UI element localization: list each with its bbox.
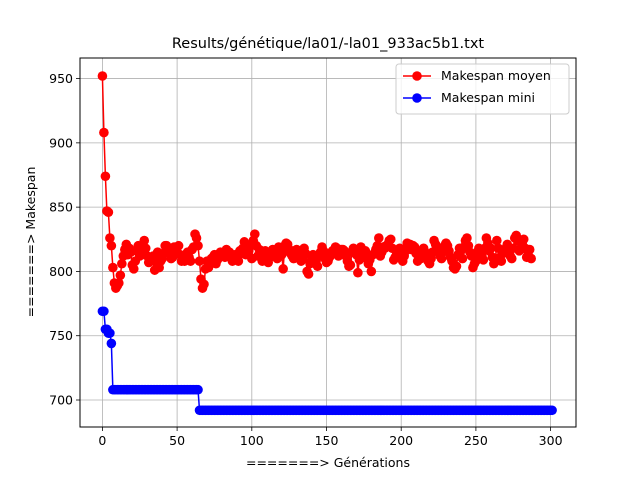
data-point [278, 264, 288, 274]
data-point [117, 258, 127, 269]
data-point [199, 279, 209, 290]
data-point [106, 240, 117, 251]
legend-label-mini: Makespan mini [441, 90, 535, 105]
data-point [99, 306, 109, 317]
data-point [385, 234, 396, 245]
data-point [185, 256, 196, 266]
data-point [496, 256, 507, 266]
data-point [366, 266, 377, 277]
data-point [193, 240, 203, 251]
data-point [303, 269, 314, 279]
data-point [312, 261, 323, 272]
data-point [300, 248, 311, 259]
y-axis-label: =======> Makespan [23, 167, 38, 318]
x-tick-label: 50 [169, 433, 185, 448]
y-tick-label: 850 [49, 200, 73, 215]
y-tick-label: 700 [49, 393, 73, 408]
data-point [100, 171, 111, 182]
data-point [457, 253, 468, 264]
data-point [114, 278, 124, 288]
data-point [276, 249, 287, 260]
data-point [547, 405, 557, 416]
data-point [526, 253, 536, 264]
series-points-0 [97, 71, 536, 293]
data-point [115, 270, 126, 281]
data-point [506, 253, 517, 264]
data-point [462, 233, 472, 243]
data-point [492, 235, 502, 246]
data-point [451, 261, 462, 272]
data-point [374, 233, 384, 243]
series-points-1 [97, 306, 557, 416]
data-point [108, 262, 118, 273]
data-point [173, 240, 184, 251]
data-point [191, 233, 202, 243]
data-point [99, 127, 109, 138]
data-point [250, 229, 260, 239]
data-point [345, 260, 356, 270]
x-tick-label: 200 [389, 433, 413, 448]
data-point [139, 235, 150, 246]
data-point [318, 246, 329, 256]
data-point [478, 255, 489, 265]
legend-marker-mini [412, 93, 422, 103]
data-point [518, 234, 529, 245]
data-point [194, 256, 205, 266]
ticks: 0 50 100 150 200 250 300 700 750 800 850 900 950 [49, 71, 562, 448]
data-point [353, 267, 363, 278]
x-tick-label: 0 [98, 433, 106, 448]
y-tick-label: 900 [49, 135, 73, 150]
data-point [233, 256, 244, 266]
y-tick-label: 950 [49, 71, 73, 86]
data-point [193, 384, 203, 395]
data-point [140, 243, 151, 254]
data-point [106, 338, 117, 349]
legend-label-moyen: Makespan moyen [441, 68, 551, 83]
data-point [103, 207, 114, 218]
legend-marker-moyen [412, 71, 422, 81]
axes-frame [79, 57, 577, 428]
x-tick-label: 300 [539, 433, 563, 448]
y-tick-label: 800 [49, 264, 73, 279]
x-tick-label: 250 [464, 433, 488, 448]
data-point [105, 328, 115, 338]
data-point [524, 244, 535, 255]
legend-box [395, 63, 570, 115]
data-point [105, 233, 115, 243]
data-point [360, 246, 371, 256]
x-axis-label: =======> Générations [246, 455, 410, 470]
data-point [97, 71, 108, 81]
chart-title: Results/génétique/la01/-la01_933ac5b1.tx… [172, 36, 485, 52]
x-tick-label: 100 [240, 433, 264, 448]
legend: Makespan moyen Makespan mini [395, 63, 570, 115]
series-layer [97, 71, 557, 416]
data-point [128, 264, 139, 274]
data-point [486, 243, 496, 254]
y-tick-label: 750 [49, 328, 73, 343]
x-tick-label: 150 [315, 433, 339, 448]
